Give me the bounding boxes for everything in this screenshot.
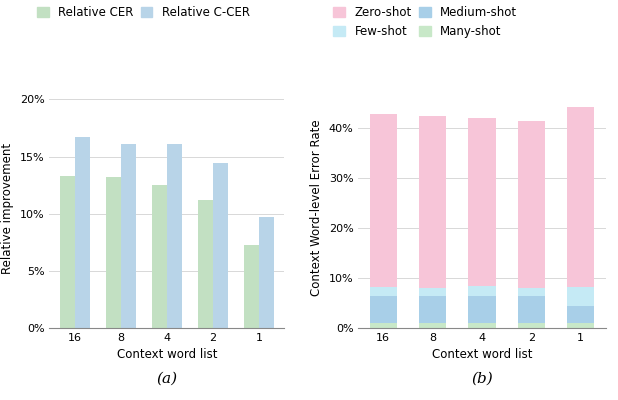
Bar [468,118,496,286]
Bar [419,323,446,328]
Bar [244,244,259,328]
Bar [152,185,167,328]
Bar [468,286,496,296]
Bar [468,296,496,323]
Bar [567,286,595,306]
Bar [106,177,121,328]
Bar [370,323,397,328]
Bar [167,144,182,328]
Bar [121,144,135,328]
Bar [75,137,90,328]
Text: (a): (a) [156,372,177,386]
Bar [370,114,397,286]
X-axis label: Context word list: Context word list [117,348,217,362]
Bar [468,323,496,328]
Bar [567,106,595,286]
Bar [518,288,545,296]
Bar [213,164,227,328]
Bar [567,323,595,328]
Legend: Relative CER, Relative C-CER: Relative CER, Relative C-CER [37,6,250,19]
Bar [370,296,397,323]
Legend: Zero-shot, Few-shot, Medium-shot, Many-shot: Zero-shot, Few-shot, Medium-shot, Many-s… [334,6,517,38]
X-axis label: Context word list: Context word list [432,348,532,362]
Bar [518,120,545,288]
Y-axis label: Relative improvement: Relative improvement [1,142,14,274]
Bar [419,288,446,296]
Bar [567,306,595,323]
Bar [419,296,446,323]
Bar [518,323,545,328]
Bar [518,296,545,323]
Bar [198,200,213,328]
Text: (b): (b) [471,372,493,386]
Y-axis label: Context Word-level Error Rate: Context Word-level Error Rate [310,120,323,296]
Bar [259,217,274,328]
Bar [60,176,75,328]
Bar [370,286,397,296]
Bar [419,116,446,288]
